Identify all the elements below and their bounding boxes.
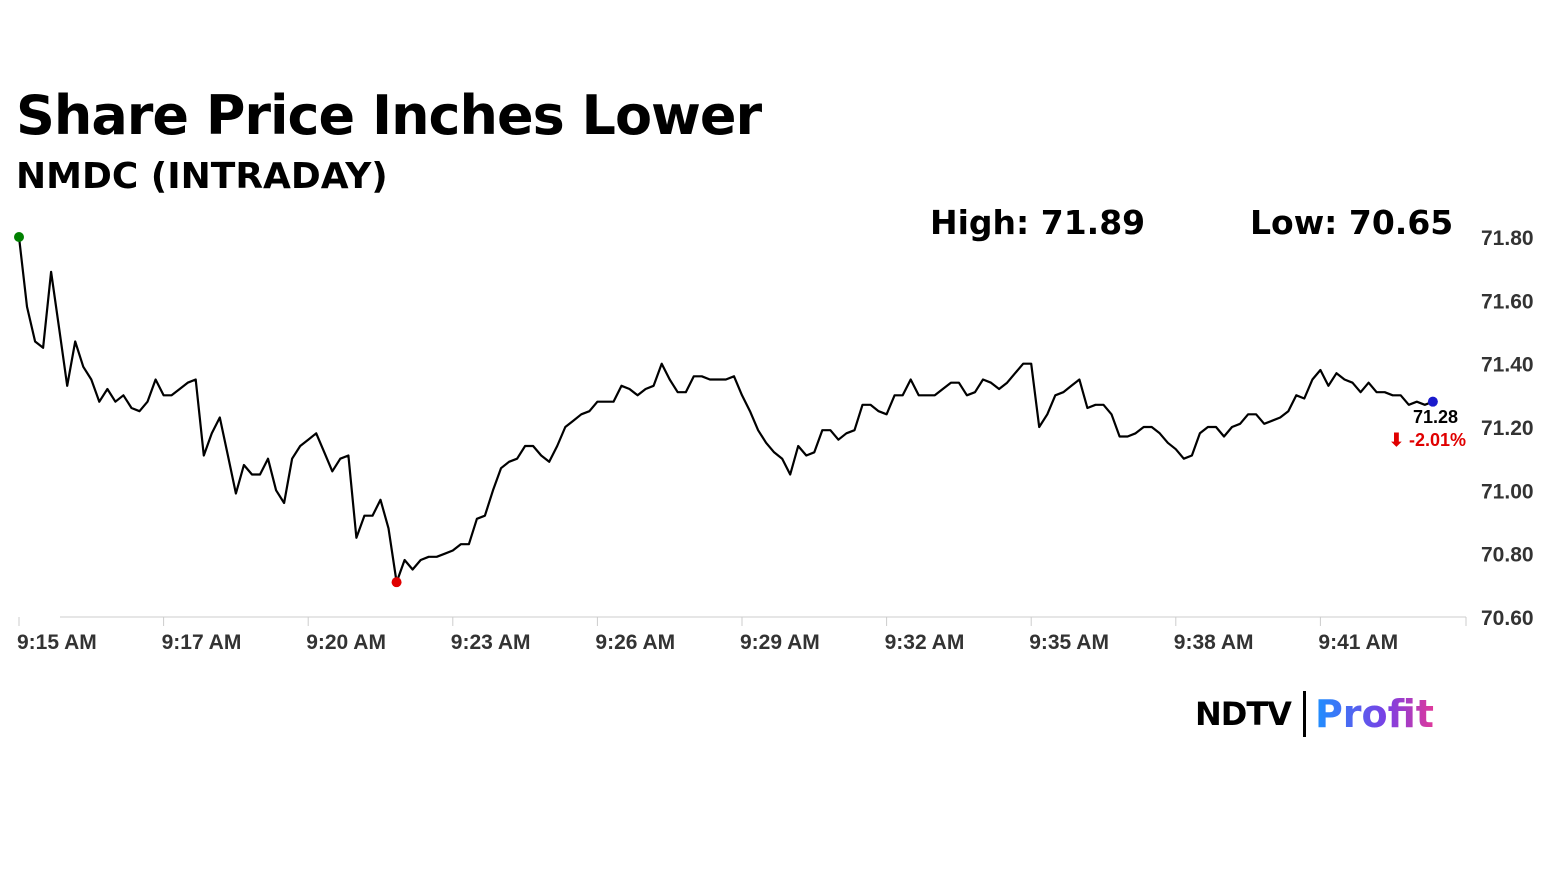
logo-ndtv: NDTV bbox=[1195, 695, 1292, 733]
x-tick-label: 9:26 AM bbox=[595, 631, 675, 654]
x-axis: 9:15 AM 9:17 AM 9:20 AM 9:23 AM 9:26 AM 9:29 … bbox=[17, 617, 1467, 654]
x-tick-label: 9:32 AM bbox=[885, 631, 965, 654]
change-label: ⬇ -2.01% bbox=[1389, 430, 1466, 450]
y-axis: 71.80 71.60 71.40 71.20 71.00 70.80 70.60 bbox=[1481, 227, 1534, 630]
y-tick-label: 71.60 bbox=[1481, 290, 1534, 313]
y-tick-label: 71.20 bbox=[1481, 417, 1534, 440]
x-tick-label: 9:29 AM bbox=[740, 631, 820, 654]
ndtv-profit-logo: NDTV Profit bbox=[1195, 688, 1434, 740]
chart-title: Share Price Inches Lower bbox=[16, 84, 762, 147]
x-tick-label: 9:38 AM bbox=[1174, 631, 1254, 654]
day-high-label: High: 71.89 bbox=[930, 203, 1146, 242]
last-point-marker bbox=[1427, 396, 1438, 407]
markers bbox=[14, 232, 1438, 588]
x-tick-label: 9:17 AM bbox=[162, 631, 242, 654]
last-price-label: 71.28 bbox=[1413, 407, 1458, 427]
open-point-marker bbox=[14, 232, 24, 242]
day-low-label: Low: 70.65 bbox=[1250, 203, 1454, 242]
chart-subtitle: NMDC (INTRADAY) bbox=[16, 156, 388, 197]
x-tick-label: 9:20 AM bbox=[306, 631, 386, 654]
price-line bbox=[17, 236, 1434, 584]
x-tick-label: 9:23 AM bbox=[451, 631, 531, 654]
low-point-marker bbox=[391, 577, 402, 588]
logo-divider bbox=[1302, 691, 1306, 737]
x-tick-label: 9:35 AM bbox=[1029, 631, 1109, 654]
x-tick-label: 9:41 AM bbox=[1318, 631, 1398, 654]
y-tick-label: 71.80 bbox=[1481, 227, 1534, 250]
logo-profit: Profit bbox=[1314, 692, 1434, 736]
x-tick-label: 9:15 AM bbox=[17, 631, 97, 654]
y-tick-label: 71.40 bbox=[1481, 354, 1534, 377]
y-tick-label: 71.00 bbox=[1481, 480, 1534, 503]
y-tick-label: 70.60 bbox=[1481, 607, 1534, 630]
y-tick-label: 70.80 bbox=[1481, 544, 1534, 567]
